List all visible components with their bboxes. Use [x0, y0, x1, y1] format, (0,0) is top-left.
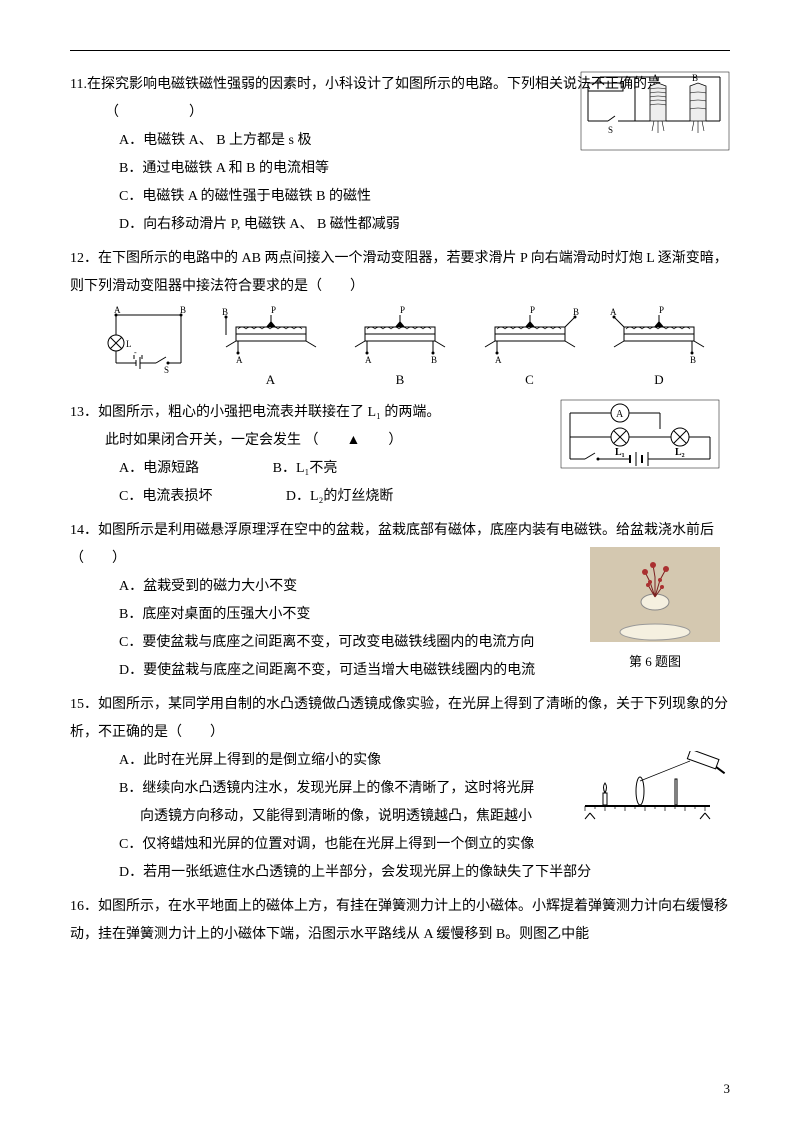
question-15: 15．如图所示，某同学用自制的水凸透镜做凸透镜成像实验，在光屏上得到了清晰的像，… — [70, 691, 730, 887]
svg-text:L₂: L₂ — [675, 447, 685, 458]
page-number: 3 — [724, 1076, 731, 1102]
svg-text:B: B — [431, 355, 437, 365]
q15-stem: 15．如图所示，某同学用自制的水凸透镜做凸透镜成像实验，在光屏上得到了清晰的像，… — [70, 691, 730, 747]
svg-text:A: A — [616, 409, 624, 420]
svg-text:-: - — [134, 348, 137, 357]
question-13: A L₁ L₂ 13．如图所示，粗 — [70, 399, 730, 511]
q12-circuit: A B L S - — [106, 305, 196, 375]
svg-text:S: S — [164, 365, 169, 375]
svg-text:A: A — [365, 355, 372, 365]
svg-text:B: B — [690, 355, 696, 365]
question-12: 12．在下图所示的电路中的 AB 两点间接入一个滑动变阻器，若要求滑片 P 向右… — [70, 245, 730, 393]
svg-text:P: P — [400, 305, 405, 315]
q12-option-a-fig: B P A A — [216, 305, 326, 393]
q12-label-b: B — [345, 367, 455, 393]
svg-text:A: A — [495, 355, 502, 365]
label-b: B — [692, 73, 698, 83]
q13-options-cd: C．电流表损坏 D．L₂的灯丝烧断 — [70, 483, 730, 511]
q15-option-d: D．若用一张纸遮住水凸透镜的上半部分，会发现光屏上的像缺失了下半部分 — [70, 859, 730, 887]
svg-text:A: A — [114, 305, 121, 315]
q16-stem: 16．如图所示，在水平地面上的磁体上方，有挂在弹簧测力计上的小磁体。小辉提着弹簧… — [70, 893, 730, 949]
question-11: S A B 11.在探究影响电磁铁磁性强弱的因素时，小科设计了如图所示的电路。下… — [70, 71, 730, 239]
q13-option-a: A．电源短路 — [119, 461, 199, 476]
q13-option-b: B．L₁不亮 — [273, 455, 338, 483]
label-a: A — [652, 73, 659, 83]
q13-option-d: D．L₂的灯丝烧断 — [286, 483, 394, 511]
svg-text:B: B — [573, 307, 579, 317]
header-rule — [70, 50, 730, 51]
q13-figure: A L₁ L₂ — [560, 399, 720, 469]
q12-option-d-fig: A P B D — [604, 305, 714, 393]
question-16: 16．如图所示，在水平地面上的磁体上方，有挂在弹簧测力计上的小磁体。小辉提着弹簧… — [70, 893, 730, 949]
q15-option-c: C．仅将蜡烛和光屏的位置对调，也能在光屏上得到一个倒立的实像 — [70, 831, 730, 859]
q12-option-b-fig: P A B B — [345, 305, 455, 393]
q12-label-a: A — [216, 367, 326, 393]
q11-option-c: C．电磁铁 A 的磁性强于电磁铁 B 的磁性 — [70, 183, 730, 211]
label-s: S — [608, 125, 613, 135]
q12-label-c: C — [475, 367, 585, 393]
q15-figure — [580, 751, 730, 821]
q11-figure: S A B — [580, 71, 730, 151]
q13-option-c: C．电流表损坏 — [119, 489, 212, 504]
svg-text:L: L — [126, 339, 132, 349]
q12-figures: A B L S - B P — [70, 305, 730, 393]
question-14: 第 6 题图 14．如图所示是利用磁悬浮原理浮在空中的盆栽，盆栽底部有磁体，底座… — [70, 517, 730, 685]
q12-label-d: D — [604, 367, 714, 393]
svg-text:A: A — [236, 355, 243, 365]
q11-option-b: B．通过电磁铁 A 和 B 的电流相等 — [70, 155, 730, 183]
svg-text:B: B — [222, 307, 228, 317]
svg-text:A: A — [610, 307, 617, 317]
q11-option-d: D．向右移动滑片 P, 电磁铁 A、 B 磁性都减弱 — [70, 211, 730, 239]
svg-text:P: P — [271, 305, 276, 315]
q12-option-c-fig: P B A C — [475, 305, 585, 393]
q14-figure: 第 6 题图 — [590, 547, 720, 675]
svg-text:P: P — [659, 305, 664, 315]
svg-text:B: B — [180, 305, 186, 315]
svg-text:L₁: L₁ — [615, 447, 625, 458]
q12-stem: 12．在下图所示的电路中的 AB 两点间接入一个滑动变阻器，若要求滑片 P 向右… — [70, 245, 730, 301]
q14-caption: 第 6 题图 — [590, 649, 720, 675]
svg-text:P: P — [530, 305, 535, 315]
